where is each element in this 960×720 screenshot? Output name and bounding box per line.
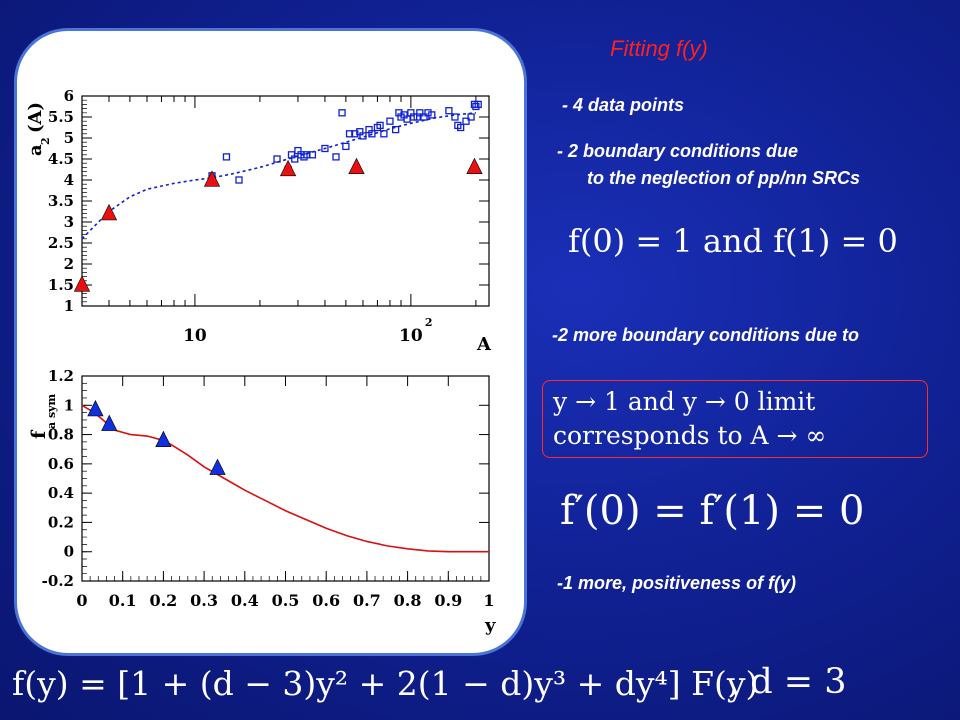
limit-box: y → 1 and y → 0 limit corresponds to A →… — [542, 380, 928, 458]
top-data-square — [386, 117, 394, 125]
bottom-data-triangle — [209, 458, 226, 475]
bottom-ytick-label: 1 — [64, 396, 74, 414]
bottom-ytick-label: 0.2 — [48, 513, 74, 531]
bottom-ytick-label: 0 — [64, 543, 74, 561]
top-data-triangle — [203, 170, 221, 187]
top-data-square — [235, 176, 243, 184]
top-data-square — [474, 100, 482, 109]
bottom-xtick-label: 0.2 — [149, 591, 177, 610]
limit-box-line2: corresponds to A → ∞ — [553, 421, 827, 450]
top-xtick-exponent: 2 — [425, 316, 433, 329]
top-ytick-label: 1.5 — [48, 276, 74, 294]
top-ytick-label: 6 — [64, 87, 74, 105]
top-ylabel-arg: (A) — [25, 102, 46, 133]
top-data-square — [273, 155, 281, 163]
bottom-xtick-label: 0.6 — [312, 591, 340, 610]
top-data-triangle — [73, 275, 91, 292]
top-data-triangle — [348, 157, 365, 174]
top-ytick-label: 1 — [64, 297, 74, 315]
top-ytick-label: 2.5 — [48, 234, 74, 252]
top-data-square — [321, 144, 329, 153]
bottom-ytick-label: -0.2 — [42, 572, 74, 590]
bottom-xtick-label: 0.9 — [434, 591, 462, 610]
top-ytick-label: 4.5 — [48, 150, 74, 168]
top-data-square — [416, 109, 424, 117]
note-more-conditions: -2 more boundary conditions due to — [552, 325, 860, 345]
top-plot-frame — [81, 95, 490, 307]
top-ylabel-subscript: 2 — [39, 137, 52, 145]
slide-title: Fitting f(y) — [610, 36, 708, 61]
bottom-xtick-label: 0.7 — [353, 591, 381, 610]
top-ylabel: a — [25, 144, 46, 156]
bottom-data-triangle — [155, 430, 172, 448]
bottom-xtick-label: 1 — [483, 591, 494, 610]
top-fit-curve — [81, 112, 476, 240]
bottom-data-triangle — [87, 400, 104, 417]
top-data-square — [428, 111, 436, 119]
bottom-ylabel: f — [28, 429, 50, 439]
top-data-square — [456, 123, 465, 132]
top-ytick-label: 5.5 — [48, 108, 74, 126]
top-data-square — [470, 100, 479, 109]
top-data-square — [368, 130, 376, 138]
top-data-square — [391, 125, 400, 134]
formula-derivative: f′(0) = f′(1) = 0 — [560, 488, 865, 534]
top-data-square — [338, 109, 346, 117]
top-data-square — [376, 121, 384, 130]
bottom-xtick-label: 0 — [76, 591, 87, 610]
top-data-square — [420, 113, 428, 121]
top-data-square — [332, 153, 340, 161]
top-xlabel: A — [476, 334, 492, 355]
bottom-xlabel: y — [484, 615, 496, 636]
top-data-square — [342, 142, 350, 151]
top-data-square — [472, 102, 480, 111]
top-data-square — [380, 130, 388, 138]
note-data-points: - 4 data points — [562, 95, 685, 115]
formula-d: , d = 3 — [728, 662, 847, 702]
bottom-ytick-label: 0.6 — [48, 455, 74, 473]
note-boundary-conditions: - 2 boundary conditions due — [557, 141, 799, 161]
top-data-square — [424, 109, 432, 117]
top-xtick-label: 10 — [183, 326, 207, 346]
bottom-xtick-label: 0.8 — [394, 591, 422, 610]
top-xtick-label: 10 — [399, 326, 423, 346]
note-neglection: to the neglection of pp/nn SRCs — [587, 168, 860, 188]
bottom-xtick-label: 0.3 — [190, 591, 218, 610]
top-data-triangle — [466, 157, 483, 174]
top-ytick-label: 2 — [64, 255, 74, 273]
formula-fy: f(y) = [1 + (d − 3)y² + 2(1 − d)y³ + dy⁴… — [12, 664, 759, 703]
note-positiveness: -1 more, positiveness of f(y) — [557, 573, 797, 593]
formula-boundary: f(0) = 1 and f(1) = 0 — [568, 222, 898, 260]
bottom-ytick-label: 1.2 — [48, 367, 74, 385]
top-data-square — [395, 109, 403, 117]
top-data-square — [359, 132, 367, 140]
top-data-square — [291, 155, 299, 163]
top-data-square — [222, 153, 231, 161]
top-data-square — [351, 130, 359, 138]
top-data-triangle — [279, 159, 297, 177]
top-data-triangle — [100, 203, 118, 221]
top-data-square — [467, 113, 475, 121]
top-ytick-label: 4 — [64, 171, 74, 189]
top-data-square — [345, 130, 354, 138]
bottom-xtick-label: 0.1 — [109, 591, 137, 610]
bottom-xtick-label: 0.4 — [231, 591, 259, 610]
bottom-ytick-label: 0.4 — [48, 484, 74, 502]
bottom-data-triangle — [101, 414, 118, 431]
top-ytick-label: 3.5 — [48, 192, 74, 210]
bottom-ylabel-subscript: a sym — [45, 393, 58, 429]
top-data-square — [445, 107, 453, 115]
bottom-xtick-label: 0.5 — [272, 591, 300, 610]
top-data-square — [451, 113, 459, 121]
limit-box-line1: y → 1 and y → 0 limit — [553, 387, 816, 416]
bottom-ytick-label: 0.8 — [48, 426, 74, 444]
top-data-square — [308, 151, 317, 159]
bottom-fit-curve — [81, 404, 489, 553]
top-ytick-label: 3 — [64, 213, 74, 231]
top-data-square — [462, 117, 470, 125]
top-ytick-label: 5 — [64, 129, 74, 147]
